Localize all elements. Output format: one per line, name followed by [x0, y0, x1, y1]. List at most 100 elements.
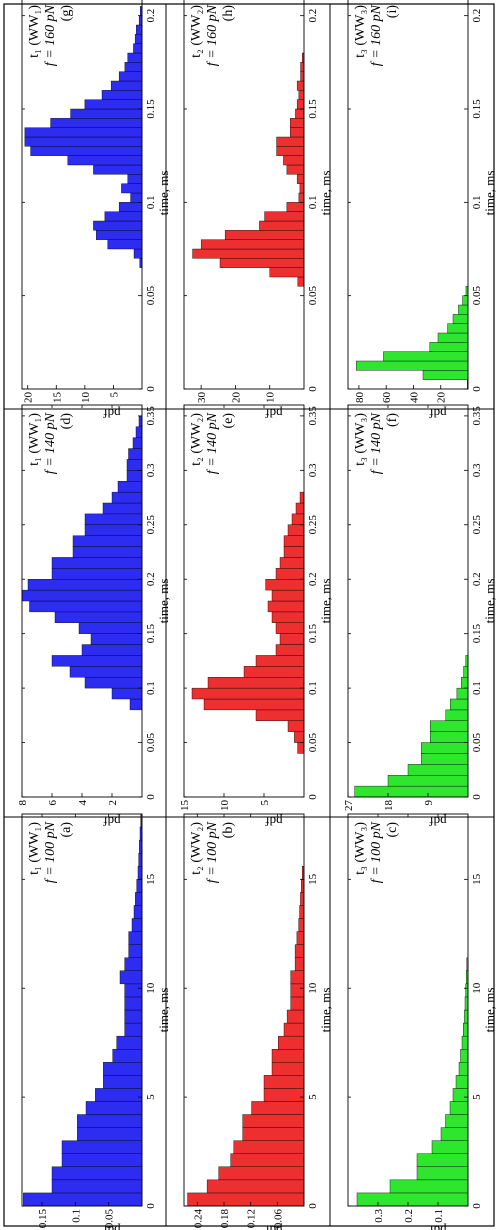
x-axis-label: time, ms	[482, 579, 497, 624]
panel-label: (g)	[59, 5, 74, 22]
x-tick-label: 0	[307, 794, 319, 800]
histogram-bar	[460, 1049, 469, 1063]
histogram-bar	[264, 211, 305, 222]
histogram-bar	[283, 1022, 305, 1037]
histogram-bar	[102, 502, 143, 515]
histogram-bar	[126, 459, 143, 471]
histogram-bar	[294, 731, 305, 743]
histogram-bar	[133, 248, 143, 259]
y-tick-label: 60	[381, 392, 393, 404]
y-tick-label: 20	[23, 392, 35, 404]
histogram-bar	[290, 127, 305, 138]
x-tick-label: 0.1	[471, 195, 483, 209]
x-tick-label: 0.15	[471, 624, 483, 644]
histogram-bar	[295, 108, 305, 119]
histogram-bar	[191, 687, 305, 700]
y-tick-label: 10	[219, 800, 231, 812]
x-tick-label: 0	[471, 386, 483, 392]
histogram-bar	[24, 127, 143, 138]
histogram-bar	[356, 1192, 469, 1207]
histogram-bar	[279, 557, 305, 569]
y-tick-label: 0.12	[246, 1209, 258, 1228]
histogram-bar	[275, 568, 305, 580]
panel-label: (a)	[59, 822, 74, 838]
histogram-bar	[192, 248, 305, 259]
histogram-bar	[124, 62, 143, 72]
panel-title-line1: t₁ (WW₁)	[27, 5, 42, 58]
histogram-bar	[121, 183, 143, 194]
histogram-bar	[464, 996, 469, 1011]
x-tick-label: 0.05	[145, 286, 157, 306]
x-tick-label: 10	[307, 982, 319, 994]
histogram-bar	[296, 80, 305, 91]
histogram-bar	[464, 1009, 469, 1024]
y-tick-label: 5	[259, 800, 271, 806]
histogram-bar	[242, 1114, 305, 1128]
panel-d: 0 0.05 0.1 0.15 0.2 0.25 0.3 0.35 2 4 6 8 time, ms pd…	[17, 404, 171, 829]
histogram-bar	[111, 687, 143, 700]
histogram-bar	[462, 1022, 469, 1037]
x-tick-label: 0.1	[145, 195, 157, 209]
histogram-bar	[103, 1075, 143, 1089]
histogram-bar	[133, 43, 143, 54]
histogram-bar	[461, 677, 469, 689]
histogram-bar	[124, 983, 143, 998]
histogram-bar	[133, 905, 143, 919]
y-tick-label: 10	[265, 392, 277, 404]
histogram-bar	[219, 258, 305, 268]
histogram-bar	[267, 600, 305, 613]
histogram-bar	[387, 775, 469, 787]
histogram-bar	[458, 1062, 469, 1076]
x-tick-label: 0.2	[471, 9, 483, 23]
x-tick-label: 10	[471, 982, 483, 994]
histogram-bar	[187, 1192, 305, 1207]
x-axis-label: time, ms	[482, 988, 497, 1033]
histogram-bar	[111, 491, 143, 504]
histogram-bar	[84, 99, 143, 110]
histogram-bar	[297, 742, 305, 754]
panel-f: 0 0.05 0.1 0.15 0.2 0.25 0.3 0.35 9 18 27 time, ms p…	[343, 404, 497, 829]
histogram-bar	[21, 589, 143, 602]
panel-title-line1: t₃ (WW₃)	[353, 413, 368, 466]
x-tick-label: 0	[471, 794, 483, 800]
histogram-bar	[283, 535, 305, 547]
histogram-bar	[110, 80, 143, 91]
histogram-bar	[296, 99, 305, 110]
histogram-bar	[24, 136, 143, 147]
x-tick-label: 0.25	[145, 515, 157, 535]
histogram-bar	[129, 698, 143, 711]
x-tick-label: 0.05	[471, 732, 483, 752]
histogram-bar	[447, 323, 469, 334]
histogram-bar	[127, 52, 143, 63]
histogram-bar	[70, 108, 143, 119]
histogram-bar	[51, 1166, 143, 1181]
y-tick-label: 18	[383, 800, 395, 812]
plot-area	[347, 404, 469, 798]
histogram-bar	[224, 230, 305, 240]
plot-area	[21, 0, 143, 390]
x-tick-label: 0.05	[471, 286, 483, 306]
panel-title-line1: t₂ (WW₂)	[189, 5, 204, 58]
y-tick-label: 30	[196, 392, 208, 404]
histogram-bar	[449, 1101, 469, 1115]
x-tick-label: 0.3	[471, 463, 483, 477]
y-tick-label: 9	[423, 800, 435, 806]
panel-title-line2: f = 140 pN	[205, 412, 220, 474]
plot-area	[347, 0, 469, 390]
y-tick-label: 15	[179, 800, 191, 812]
histogram-bar	[69, 666, 143, 678]
histogram-bar	[134, 34, 143, 44]
panel-label: (h)	[221, 5, 236, 22]
x-tick-label: 0.1	[307, 195, 319, 209]
histogram-bar	[286, 164, 305, 175]
y-axis-label: pdf	[265, 406, 283, 421]
x-tick-label: 15	[307, 873, 319, 885]
x-tick-label: 0.2	[307, 9, 319, 23]
histogram-bar	[278, 1035, 305, 1050]
y-tick-label: 0.3	[373, 1209, 385, 1223]
histogram-bar	[128, 931, 143, 945]
histogram-bar	[124, 957, 143, 972]
histogram-bar	[119, 970, 143, 985]
panel-title-line1: t₂ (WW₂)	[189, 822, 204, 875]
x-tick-label: 0.25	[471, 515, 483, 535]
